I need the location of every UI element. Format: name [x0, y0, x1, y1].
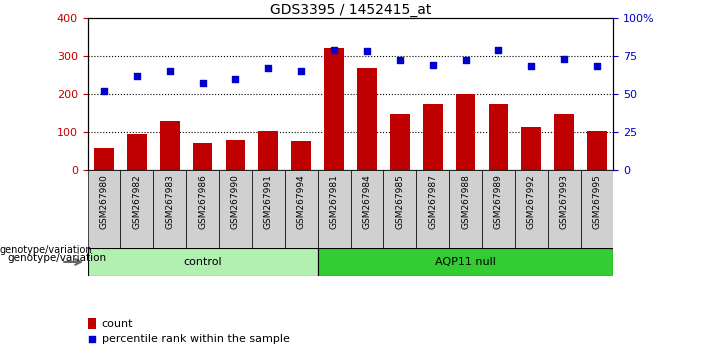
Text: GSM267991: GSM267991: [264, 174, 273, 229]
Text: GSM267982: GSM267982: [132, 174, 142, 229]
Point: [559, 56, 570, 62]
Bar: [554, 114, 574, 170]
Text: GSM267990: GSM267990: [231, 174, 240, 229]
Point: [86, 336, 97, 342]
Bar: [449, 170, 482, 248]
Bar: [522, 127, 541, 170]
Point: [493, 47, 504, 52]
Text: GSM267992: GSM267992: [526, 174, 536, 229]
Text: GSM267981: GSM267981: [329, 174, 339, 229]
Bar: [292, 141, 311, 170]
Bar: [88, 248, 318, 276]
Text: GSM267995: GSM267995: [592, 174, 601, 229]
Bar: [318, 170, 350, 248]
Bar: [160, 121, 179, 170]
Point: [197, 80, 208, 86]
Bar: [285, 170, 318, 248]
Title: GDS3395 / 1452415_at: GDS3395 / 1452415_at: [270, 3, 431, 17]
Point: [427, 62, 438, 68]
Bar: [88, 318, 97, 329]
Bar: [482, 170, 515, 248]
Text: GSM267988: GSM267988: [461, 174, 470, 229]
Text: GSM267987: GSM267987: [428, 174, 437, 229]
Point: [263, 65, 274, 71]
Bar: [390, 114, 409, 170]
Bar: [226, 140, 245, 170]
Bar: [219, 170, 252, 248]
Point: [592, 64, 603, 69]
Point: [98, 88, 109, 93]
Text: GSM267986: GSM267986: [198, 174, 207, 229]
Point: [526, 64, 537, 69]
Bar: [186, 170, 219, 248]
Point: [296, 68, 307, 74]
Bar: [259, 131, 278, 170]
Text: GSM267980: GSM267980: [100, 174, 109, 229]
Text: GSM267984: GSM267984: [362, 174, 372, 229]
Text: control: control: [184, 257, 222, 267]
Bar: [127, 134, 147, 170]
Text: AQP11 null: AQP11 null: [435, 257, 496, 267]
Bar: [547, 170, 580, 248]
Bar: [456, 94, 475, 170]
Bar: [489, 104, 508, 170]
Point: [361, 48, 372, 54]
Point: [460, 57, 471, 63]
Point: [394, 57, 405, 63]
Bar: [88, 170, 121, 248]
Text: genotype/variation: genotype/variation: [0, 245, 93, 255]
Bar: [154, 170, 186, 248]
Point: [164, 68, 175, 74]
Text: percentile rank within the sample: percentile rank within the sample: [102, 334, 290, 344]
Bar: [94, 148, 114, 170]
Bar: [252, 170, 285, 248]
Text: GSM267985: GSM267985: [395, 174, 404, 229]
Text: GSM267994: GSM267994: [297, 174, 306, 229]
Bar: [587, 131, 607, 170]
Text: GSM267993: GSM267993: [559, 174, 569, 229]
Bar: [357, 68, 377, 170]
Bar: [318, 248, 613, 276]
Point: [230, 76, 241, 81]
Bar: [515, 170, 547, 248]
Point: [329, 47, 340, 52]
Bar: [121, 170, 154, 248]
Bar: [324, 48, 344, 170]
Bar: [193, 143, 212, 170]
Bar: [580, 170, 613, 248]
Text: GSM267983: GSM267983: [165, 174, 175, 229]
Bar: [383, 170, 416, 248]
Text: GSM267989: GSM267989: [494, 174, 503, 229]
Point: [131, 73, 142, 78]
Bar: [350, 170, 383, 248]
Text: count: count: [102, 319, 133, 329]
Text: genotype/variation: genotype/variation: [7, 253, 106, 263]
Bar: [416, 170, 449, 248]
Bar: [423, 104, 442, 170]
